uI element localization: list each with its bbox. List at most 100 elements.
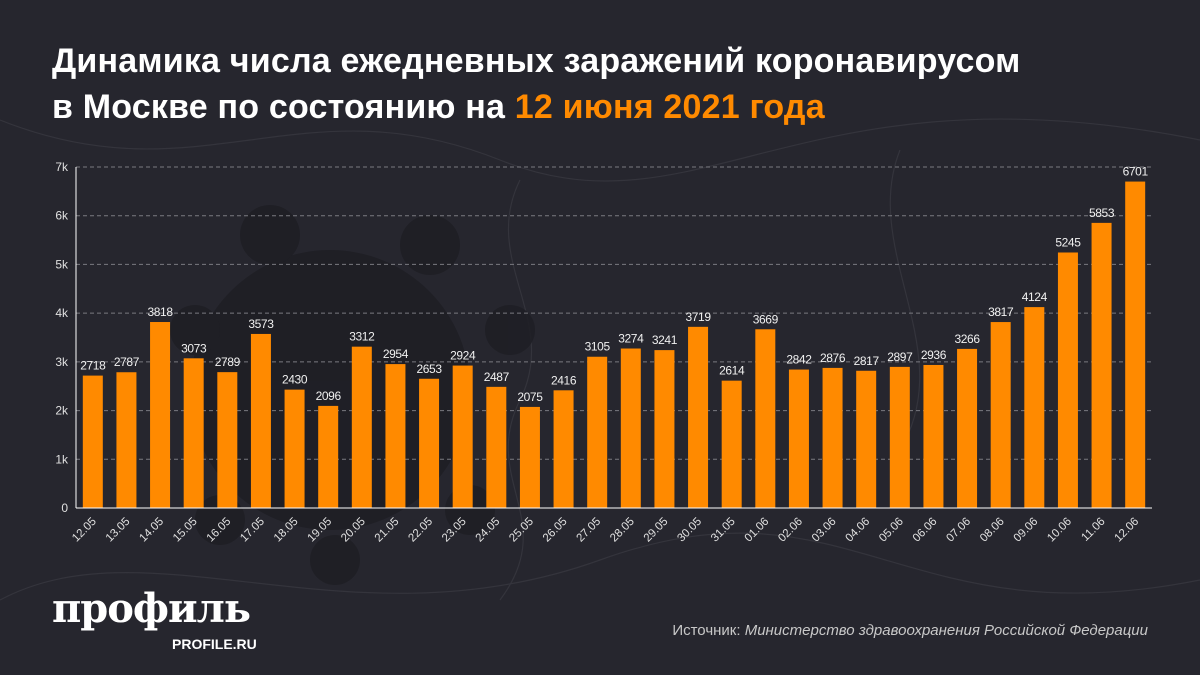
bar (452, 365, 473, 508)
data-label: 2416 (551, 373, 577, 387)
x-tick-label: 28.05 (608, 516, 637, 545)
x-tick-label: 20.05 (339, 516, 368, 545)
x-tick-label: 31.05 (709, 516, 738, 545)
data-label: 2936 (921, 348, 947, 362)
data-label: 2096 (316, 389, 342, 403)
data-label: 3105 (585, 340, 611, 354)
title-prefix: в Москве по состоянию на (52, 88, 515, 126)
bar (957, 348, 978, 508)
data-label: 2075 (517, 390, 543, 404)
x-tick-label: 01.06 (743, 516, 772, 545)
x-tick-label: 22.05 (406, 516, 435, 545)
title-line-1: Динамика числа ежедневных заражений коро… (52, 42, 1021, 80)
x-tick-label: 27.05 (574, 516, 603, 545)
x-tick-label: 05.06 (877, 516, 906, 545)
bar (923, 364, 944, 508)
x-tick-label: 16.05 (205, 516, 234, 545)
data-label: 2430 (282, 373, 308, 387)
source-label: Источник: (672, 622, 745, 639)
bar (654, 350, 675, 508)
logo-sub: PROFILE.RU (172, 636, 257, 652)
data-label: 5853 (1089, 206, 1115, 220)
data-label: 2653 (417, 362, 443, 376)
bar (250, 333, 271, 508)
y-tick-label: 4k (55, 306, 69, 320)
title-date-highlight: 12 июня 2021 года (514, 88, 825, 126)
bar (1057, 252, 1078, 508)
x-tick-label: 11.06 (1079, 516, 1107, 544)
y-tick-label: 6k (55, 209, 69, 223)
x-tick-label: 25.05 (507, 516, 536, 545)
bar (587, 356, 608, 508)
y-tick-label: 7k (55, 160, 69, 174)
y-tick-label: 3k (55, 355, 69, 369)
data-label: 3818 (148, 305, 174, 319)
x-tick-label: 23.05 (440, 516, 469, 545)
bar (419, 378, 440, 508)
x-tick-label: 10.06 (1045, 516, 1074, 545)
bar (82, 375, 103, 508)
y-tick-label: 1k (55, 452, 69, 466)
logo-main: профиль (52, 585, 251, 632)
bar (318, 405, 339, 508)
data-label: 3241 (652, 333, 678, 347)
bar (889, 366, 910, 508)
data-label: 2787 (114, 355, 140, 369)
data-label: 3669 (753, 312, 779, 326)
data-label: 2789 (215, 355, 241, 369)
x-tick-label: 21.05 (373, 516, 402, 545)
y-tick-label: 2k (55, 404, 69, 418)
bar (351, 346, 372, 508)
data-label: 3073 (181, 341, 207, 355)
x-tick-label: 15.05 (171, 516, 200, 545)
data-label: 3719 (686, 310, 712, 324)
bar (553, 390, 574, 508)
data-label: 3274 (618, 332, 644, 346)
bar (620, 348, 641, 508)
data-label: 3312 (349, 330, 375, 344)
bar (150, 322, 171, 508)
x-tick-label: 02.06 (776, 516, 805, 545)
chart-title: Динамика числа ежедневных заражений коро… (52, 38, 1020, 130)
bar (1125, 181, 1146, 509)
bar (116, 372, 137, 508)
title-line-2: в Москве по состоянию на 12 июня 2021 го… (52, 84, 1020, 130)
source-note: Источник: Министерство здравоохранения Р… (672, 622, 1148, 639)
x-tick-label: 26.05 (541, 516, 570, 545)
x-tick-label: 14.05 (137, 516, 166, 545)
x-tick-label: 12.05 (70, 516, 99, 545)
bar (688, 326, 709, 508)
bar (721, 380, 742, 508)
x-tick-label: 13.05 (104, 516, 133, 545)
bar (856, 370, 877, 508)
bar (183, 358, 204, 508)
x-tick-label: 06.06 (911, 516, 940, 545)
x-tick-label: 17.05 (238, 516, 267, 545)
bar (788, 369, 809, 508)
data-label: 2614 (719, 364, 745, 378)
x-tick-label: 29.05 (642, 516, 671, 545)
bar (284, 389, 305, 508)
data-label: 2718 (80, 359, 106, 373)
x-tick-label: 07.06 (944, 516, 973, 545)
y-tick-label: 0 (61, 501, 68, 515)
x-tick-label: 24.05 (474, 516, 503, 545)
bar (755, 329, 776, 508)
data-label: 2487 (484, 370, 510, 384)
x-tick-label: 08.06 (978, 516, 1007, 545)
x-tick-label: 12.06 (1112, 516, 1141, 545)
source-value: Министерство здравоохранения Российской … (744, 622, 1148, 639)
y-tick-label: 5k (55, 257, 69, 271)
bar (1091, 222, 1112, 508)
x-tick-label: 19.05 (305, 516, 334, 545)
data-label: 4124 (1022, 290, 1048, 304)
data-label: 2842 (786, 353, 812, 367)
bar (519, 406, 540, 508)
data-label: 5245 (1055, 235, 1081, 249)
data-label: 2954 (383, 347, 409, 361)
bar (486, 386, 507, 508)
data-label: 2897 (887, 350, 913, 364)
x-tick-label: 30.05 (675, 516, 704, 545)
data-label: 2924 (450, 349, 476, 363)
